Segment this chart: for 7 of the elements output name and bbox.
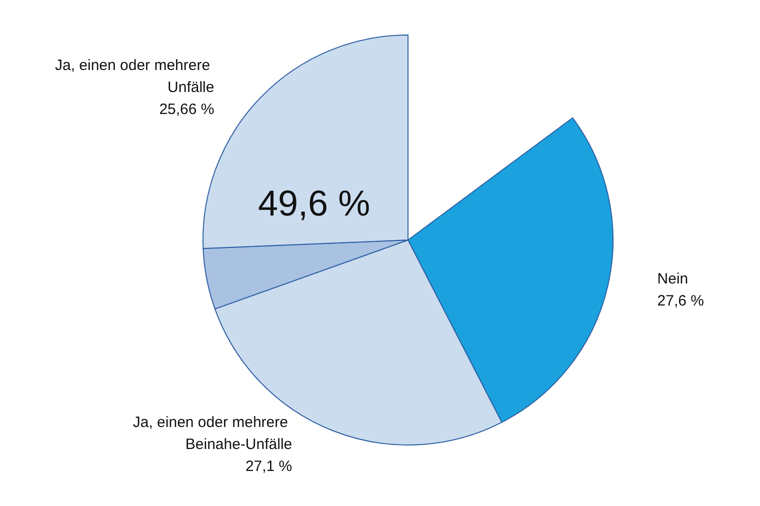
slice-label: Ja, einen oder mehrere Unfälle xyxy=(54,57,214,96)
text: 49,6 % xyxy=(258,182,370,224)
data-label: 27,1 % xyxy=(245,458,292,476)
slice-label: Nein xyxy=(657,270,688,288)
slice-label: Ja, einen oder mehrere Beinahe-Unfälle xyxy=(132,414,292,454)
data-label: 25,66 % xyxy=(159,101,214,118)
data-label: 27,6 % xyxy=(657,292,704,310)
